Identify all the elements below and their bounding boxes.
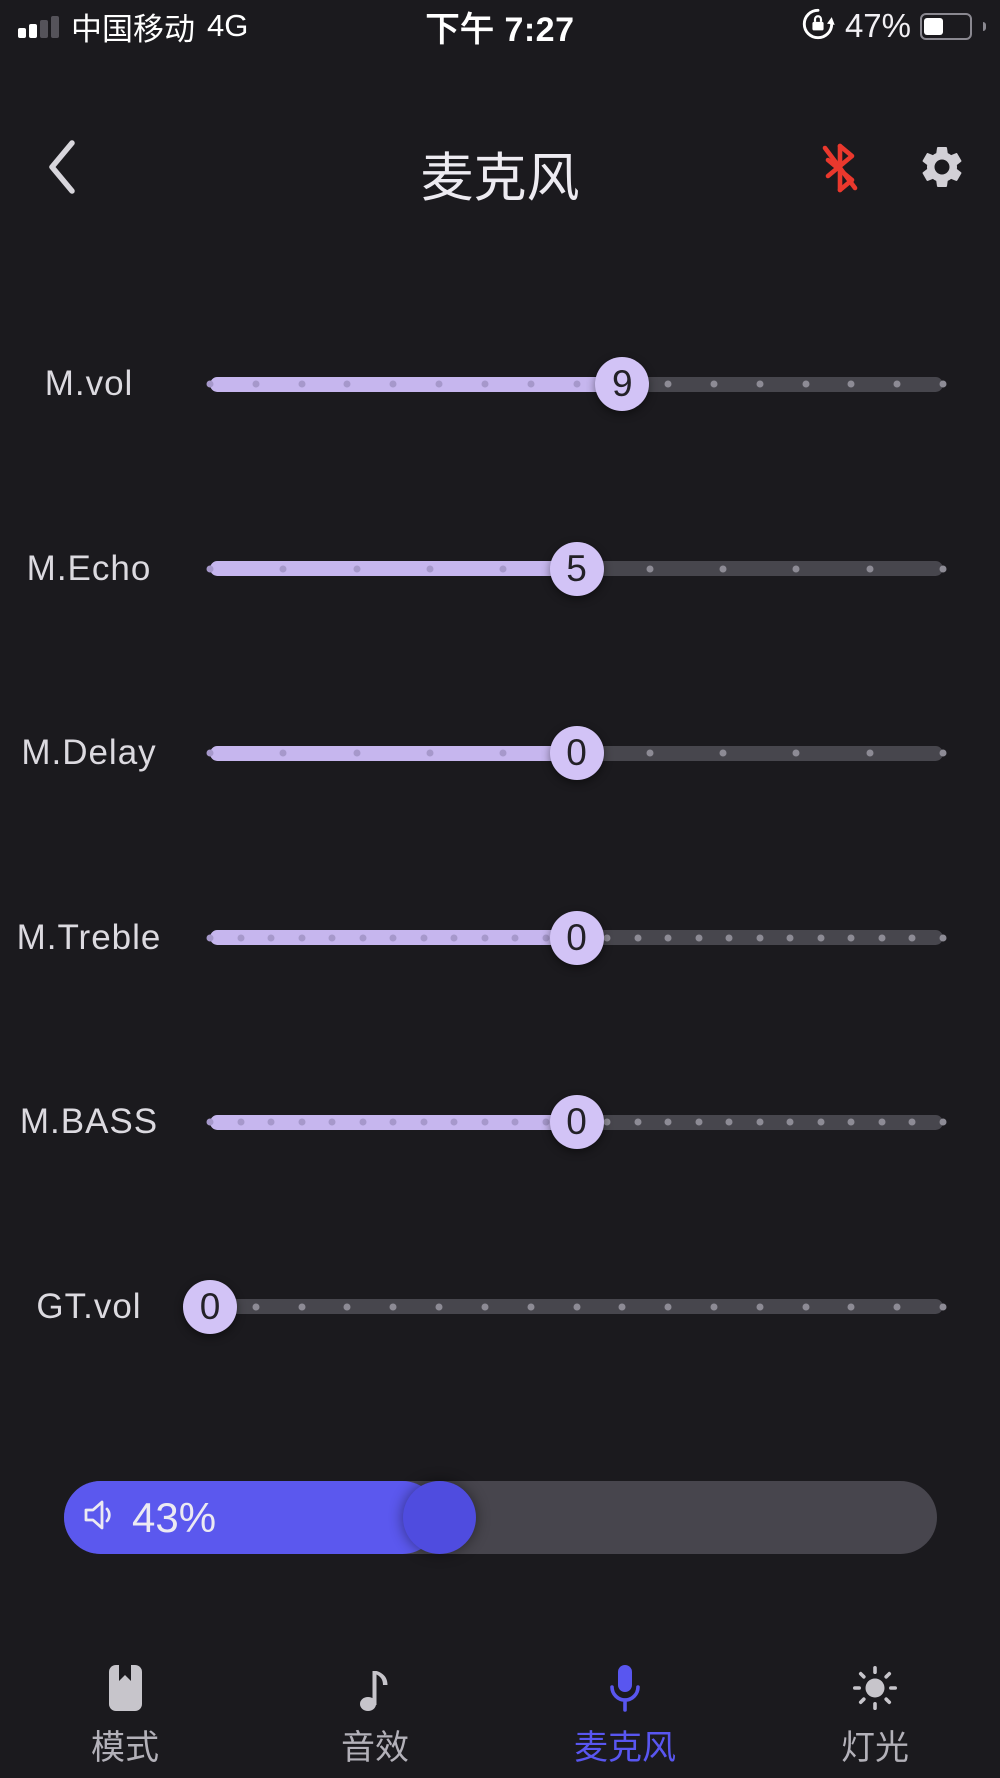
light-icon (850, 1662, 900, 1714)
tab-label: 麦克风 (574, 1729, 676, 1767)
slider-row: M.Echo 5 (0, 477, 1000, 662)
network-type-label: 4G (207, 8, 249, 43)
slider-thumb[interactable]: 0 (549, 726, 604, 781)
volume-content: 43% (78, 1481, 216, 1554)
status-bar: 中国移动 4G 下午 7:27 47% (0, 0, 1000, 52)
slider-row: M.vol 9 (0, 292, 1000, 477)
tab-microphone[interactable]: 麦克风 (500, 1650, 750, 1778)
sliders: M.vol 9 M.Echo 5 M.Delay 0 M.Treble 0 (0, 292, 1000, 1399)
tab-label: 模式 (91, 1729, 159, 1767)
clock-label: 下午 7:27 (425, 10, 575, 49)
status-left-group: 中国移动 4G (18, 0, 248, 52)
header: 麦克风 (0, 118, 1000, 218)
slider-thumb[interactable]: 9 (595, 357, 650, 412)
slider-thumb[interactable]: 0 (183, 1279, 237, 1334)
slider-row: M.Treble 0 (0, 846, 1000, 1031)
status-right-group: 47% (800, 0, 986, 52)
slider-row: M.Delay 0 (0, 661, 1000, 846)
volume-knob[interactable] (402, 1481, 476, 1554)
volume-percent-label: 43% (132, 1493, 217, 1541)
slider-label: M.BASS (19, 1102, 159, 1142)
microphone-icon (605, 1662, 645, 1714)
slider-thumb[interactable]: 0 (549, 910, 604, 965)
volume-bar[interactable]: 43% (64, 1481, 937, 1554)
slider-track[interactable]: 0 (183, 1279, 947, 1334)
battery-percent-label: 47% (844, 7, 911, 44)
slider-track[interactable]: 9 (206, 357, 947, 412)
slider-row: GT.vol 0 (0, 1215, 1000, 1400)
carrier-label: 中国移动 (71, 11, 195, 47)
slider-label: M.Echo (26, 548, 152, 588)
back-button[interactable] (44, 138, 84, 198)
tab-label: 音效 (341, 1729, 409, 1767)
battery-fill (924, 17, 943, 35)
slider-label: M.Delay (21, 733, 157, 773)
speaker-icon (78, 1493, 122, 1542)
bluetooth-disconnected-icon[interactable] (818, 140, 862, 196)
battery-tip (983, 21, 986, 31)
cellular-signal-icon (18, 14, 59, 38)
slider-thumb[interactable]: 5 (549, 541, 604, 596)
slider-thumb[interactable]: 0 (549, 1095, 604, 1150)
mode-book-icon (102, 1662, 148, 1714)
battery-icon (920, 12, 972, 40)
page-title: 麦克风 (420, 149, 580, 208)
slider-row: M.BASS 0 (0, 1030, 1000, 1215)
slider-label: M.vol (44, 364, 134, 404)
tab-mode[interactable]: 模式 (0, 1650, 250, 1778)
slider-fill (210, 745, 577, 761)
slider-track[interactable]: 0 (206, 910, 947, 965)
slider-track[interactable]: 0 (206, 1095, 947, 1150)
slider-label: GT.vol (36, 1286, 142, 1326)
tab-sound-effects[interactable]: 音效 (250, 1650, 500, 1778)
music-note-icon (355, 1662, 395, 1714)
tab-bar: 模式 音效 麦克风 (0, 1650, 1000, 1778)
tab-light[interactable]: 灯光 (750, 1650, 1000, 1778)
slider-label: M.Treble (16, 917, 162, 957)
volume-fill (64, 1481, 440, 1554)
tab-label: 灯光 (841, 1729, 909, 1767)
rotation-lock-icon (800, 6, 836, 47)
slider-fill (210, 376, 623, 392)
settings-gear-icon[interactable] (917, 142, 967, 194)
slider-track[interactable]: 5 (206, 541, 947, 596)
slider-track[interactable]: 0 (206, 726, 947, 781)
slider-fill (210, 561, 577, 577)
